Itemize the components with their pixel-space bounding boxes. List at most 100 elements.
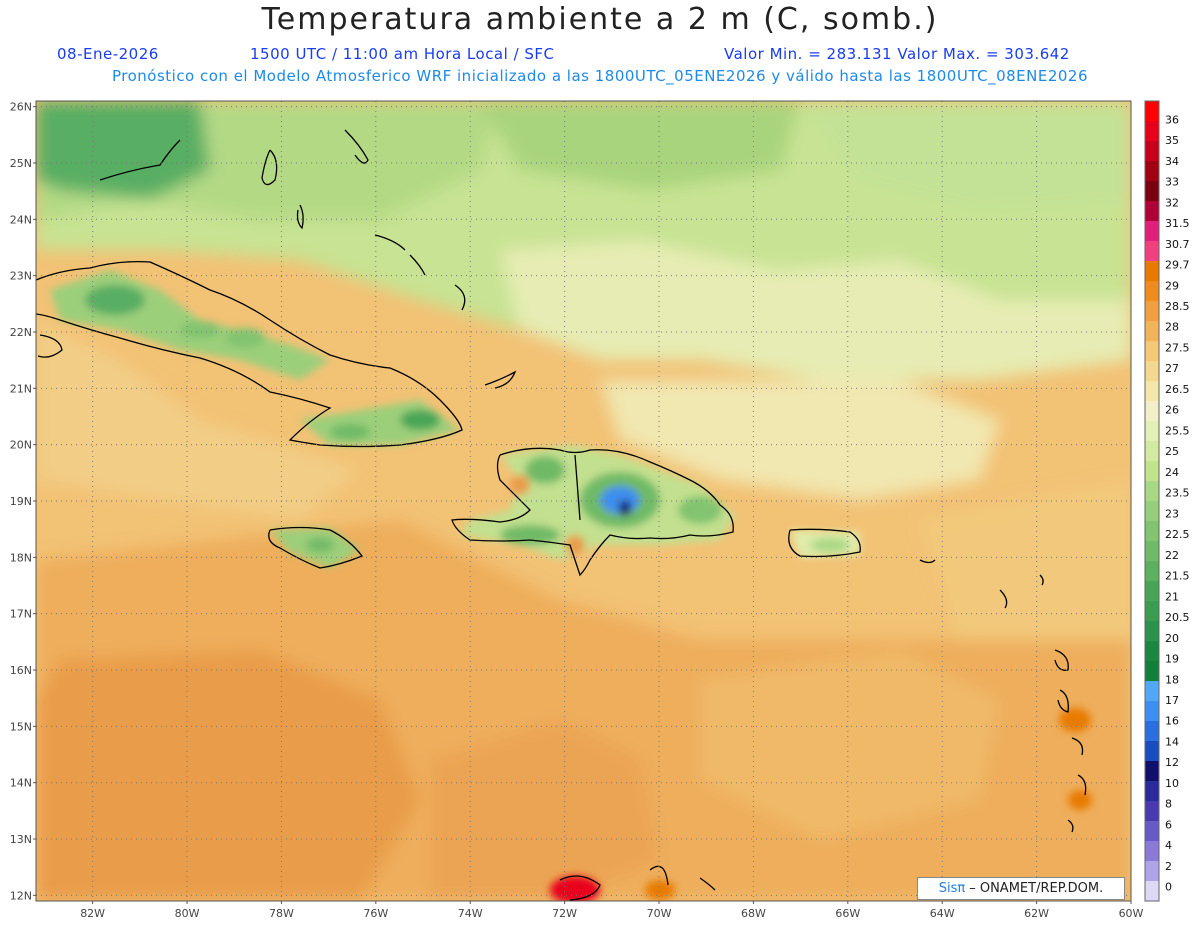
legend-level-label: 28 [1165, 321, 1179, 334]
lon-tick-label: 70W [647, 907, 672, 920]
legend-swatch [1145, 261, 1159, 282]
legend-level-label: 34 [1165, 155, 1179, 168]
legend-swatch [1145, 141, 1159, 162]
legend-swatch [1145, 881, 1159, 902]
legend-swatch [1145, 761, 1159, 782]
legend-level-label: 29 [1165, 279, 1179, 292]
lat-tick-label: 22N [10, 326, 32, 339]
legend-level-label: 12 [1165, 756, 1179, 769]
lat-tick-label: 15N [10, 720, 32, 733]
legend-swatch [1145, 241, 1159, 262]
legend-swatch [1145, 581, 1159, 602]
legend-swatch [1145, 821, 1159, 842]
legend-level-label: 21.5 [1165, 570, 1190, 583]
lat-tick-label: 14N [10, 777, 32, 790]
latitude-axis: 26N 25N 24N 23N 22N 21N 20N 19N 18N 17N 16N 15N 14N 1… [10, 101, 36, 902]
legend-swatch [1145, 441, 1159, 462]
legend-swatch [1145, 861, 1159, 882]
forecast-date: 08-Ene-2026 [57, 45, 159, 63]
legend-level-label: 16 [1165, 715, 1179, 728]
temperature-legend: 363534333231.530.729.72928.52827.52726.5… [1144, 100, 1190, 902]
legend-swatch [1145, 801, 1159, 822]
lon-tick-label: 66W [835, 907, 860, 920]
legend-swatch [1145, 621, 1159, 642]
legend-level-label: 18 [1165, 673, 1179, 686]
legend-level-label: 10 [1165, 777, 1179, 790]
legend-level-label: 21 [1165, 590, 1179, 603]
lon-tick-label: 64W [930, 907, 955, 920]
legend-swatch [1145, 461, 1159, 482]
legend-level-label: 32 [1165, 196, 1179, 209]
legend-level-label: 28.5 [1165, 300, 1190, 313]
page-title: Temperatura ambiente a 2 m (C, somb.) [261, 2, 939, 37]
model-info: Pronóstico con el Modelo Atmosferico WRF… [111, 67, 1089, 85]
credit-box: Sisπ – ONAMET/REP.DOM. [917, 877, 1125, 900]
legend-swatch [1145, 201, 1159, 222]
legend-swatch [1145, 381, 1159, 402]
legend-swatch [1145, 421, 1159, 442]
legend-level-label: 27.5 [1165, 341, 1190, 354]
legend-level-label: 14 [1165, 735, 1179, 748]
legend-level-label: 26 [1165, 404, 1179, 417]
temperature-field [36, 101, 1131, 901]
legend-level-label: 25.5 [1165, 424, 1190, 437]
legend-swatch [1145, 301, 1159, 322]
lat-tick-label: 25N [10, 157, 32, 170]
legend-swatch [1145, 701, 1159, 722]
legend-level-label: 33 [1165, 176, 1179, 189]
legend-level-label: 6 [1165, 818, 1172, 831]
legend-level-label: 29.7 [1165, 259, 1190, 272]
legend-level-label: 19 [1165, 653, 1179, 666]
legend-level-label: 0 [1165, 881, 1172, 894]
legend-swatch [1145, 361, 1159, 382]
legend-level-label: 31.5 [1165, 217, 1190, 230]
legend-swatch [1145, 661, 1159, 682]
legend-swatch [1145, 481, 1159, 502]
legend-swatch [1145, 561, 1159, 582]
min-max-values: Valor Min. = 283.131 Valor Max. = 303.64… [724, 45, 1070, 63]
legend-swatch [1145, 681, 1159, 702]
lat-tick-label: 19N [10, 495, 32, 508]
legend-swatch [1145, 341, 1159, 362]
legend-level-label: 26.5 [1165, 383, 1190, 396]
legend-level-label: 27 [1165, 362, 1179, 375]
lon-tick-label: 82W [80, 907, 105, 920]
lat-tick-label: 16N [10, 664, 32, 677]
lat-tick-label: 21N [10, 382, 32, 395]
lat-tick-label: 24N [10, 213, 32, 226]
lat-tick-label: 20N [10, 439, 32, 452]
credit-brand: Sisπ [938, 881, 966, 896]
lat-tick-label: 17N [10, 608, 32, 621]
legend-swatch [1145, 181, 1159, 202]
legend-swatch [1145, 121, 1159, 142]
legend-level-label: 36 [1165, 113, 1179, 126]
lon-tick-label: 76W [363, 907, 388, 920]
legend-swatch [1145, 221, 1159, 242]
legend-level-label: 23.5 [1165, 487, 1190, 500]
legend-swatch [1145, 501, 1159, 522]
lon-tick-label: 78W [269, 907, 294, 920]
legend-level-label: 35 [1165, 134, 1179, 147]
lon-tick-label: 68W [741, 907, 766, 920]
legend-level-label: 24 [1165, 466, 1179, 479]
legend-swatch [1145, 101, 1159, 122]
lon-tick-label: 80W [175, 907, 200, 920]
legend-swatch [1145, 541, 1159, 562]
legend-level-label: 30.7 [1165, 238, 1190, 251]
legend-level-label: 2 [1165, 860, 1172, 873]
coastlines [36, 129, 1087, 901]
legend-level-label: 8 [1165, 798, 1172, 811]
legend-swatch [1145, 321, 1159, 342]
lon-tick-label: 74W [458, 907, 483, 920]
lat-tick-label: 12N [10, 889, 32, 902]
legend-swatch [1145, 781, 1159, 802]
legend-swatch [1145, 741, 1159, 762]
legend-swatch [1145, 401, 1159, 422]
legend-swatch [1145, 721, 1159, 742]
lat-tick-label: 13N [10, 833, 32, 846]
longitude-axis: 82W 80W 78W 76W 74W 72W 70W 68W 66W 64W 62W 60W [80, 901, 1144, 920]
lon-tick-label: 62W [1024, 907, 1049, 920]
legend-swatch [1145, 601, 1159, 622]
legend-level-label: 4 [1165, 839, 1172, 852]
